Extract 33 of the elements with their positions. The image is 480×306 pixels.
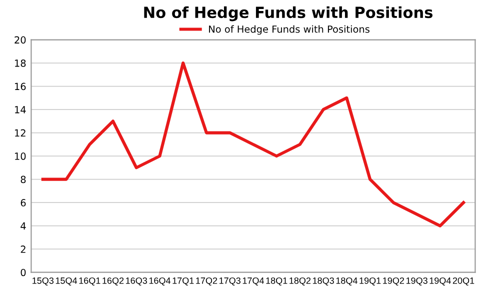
- x-tick-label: 18Q2: [290, 277, 311, 286]
- x-tick-label: 18Q3: [312, 277, 334, 286]
- x-tick-label: 16Q2: [102, 277, 124, 286]
- x-tick-label: 19Q2: [383, 277, 404, 286]
- x-tick-label: 16Q1: [79, 277, 100, 286]
- y-tick-label: 4: [20, 222, 26, 230]
- y-tick-label: 14: [15, 106, 26, 114]
- x-tick-label: 19Q3: [406, 277, 428, 286]
- y-tick-label: 18: [15, 60, 26, 67]
- x-tick-label: 19Q4: [430, 277, 451, 286]
- y-tick-label: 2: [20, 246, 26, 253]
- legend-label: No of Hedge Funds with Positions: [209, 25, 370, 35]
- x-tick-label: 18Q4: [336, 277, 358, 286]
- x-tick-label: 18Q1: [266, 277, 288, 286]
- x-tick-label: 17Q3: [219, 277, 240, 286]
- y-tick-label: 16: [15, 82, 26, 90]
- y-tick-label: 8: [20, 176, 26, 184]
- y-tick-label: 20: [14, 36, 26, 44]
- y-tick-label: 0: [20, 268, 26, 276]
- x-tick-label: 15Q3: [32, 277, 54, 286]
- x-tick-label: 15Q4: [56, 277, 78, 286]
- x-tick-label: 16Q3: [126, 277, 148, 286]
- y-tick-label: 12: [15, 129, 26, 136]
- x-tick-label: 17Q4: [242, 277, 264, 286]
- x-tick-label: 20Q1: [452, 277, 474, 286]
- x-tick-label: 16Q4: [149, 277, 171, 286]
- y-tick-label: 10: [15, 152, 26, 160]
- x-tick-label: 17Q2: [196, 277, 218, 286]
- line-series: [41, 62, 466, 228]
- x-tick-label: 19Q1: [360, 277, 381, 286]
- chart-title: No of Hedge Funds with Positions: [144, 6, 432, 22]
- y-tick-label: 6: [20, 199, 26, 206]
- x-tick-label: 17Q1: [172, 277, 194, 286]
